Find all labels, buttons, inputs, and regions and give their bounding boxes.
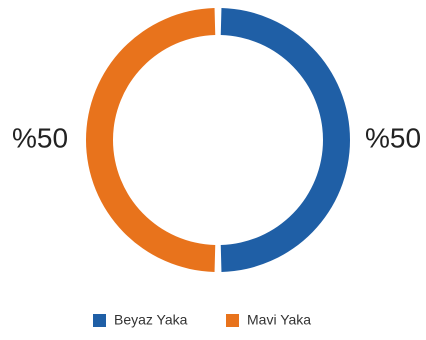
legend: Beyaz Yaka Mavi Yaka: [93, 312, 311, 328]
legend-item-beyaz-yaka: Beyaz Yaka: [93, 312, 188, 328]
slice-beyaz-yaka: [220, 8, 351, 272]
data-label-mavi-yaka: %50: [12, 122, 68, 153]
data-labels-group: %50 %50: [12, 122, 421, 153]
data-label-beyaz-yaka: %50: [365, 122, 421, 153]
slices-group: [85, 8, 351, 272]
legend-swatch-mavi-yaka: [226, 314, 239, 327]
legend-label-beyaz-yaka: Beyaz Yaka: [114, 312, 188, 328]
legend-label-mavi-yaka: Mavi Yaka: [247, 312, 311, 328]
legend-swatch-beyaz-yaka: [93, 314, 106, 327]
legend-item-mavi-yaka: Mavi Yaka: [226, 312, 311, 328]
slice-mavi-yaka: [85, 8, 216, 272]
